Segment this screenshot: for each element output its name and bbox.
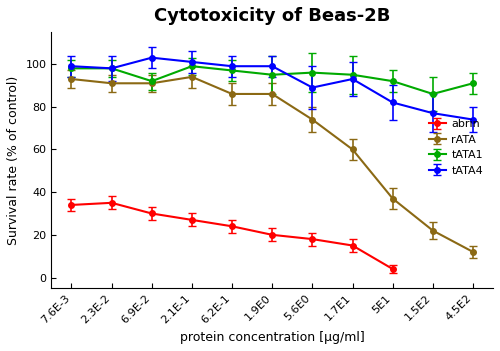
Legend: abrin, rATA, tATA1, tATA4: abrin, rATA, tATA1, tATA4 — [424, 114, 488, 180]
X-axis label: protein concentration [µg/ml]: protein concentration [µg/ml] — [180, 331, 364, 344]
Title: Cytotoxicity of Beas-2B: Cytotoxicity of Beas-2B — [154, 7, 390, 25]
Y-axis label: Survival rate (% of control): Survival rate (% of control) — [7, 75, 20, 245]
